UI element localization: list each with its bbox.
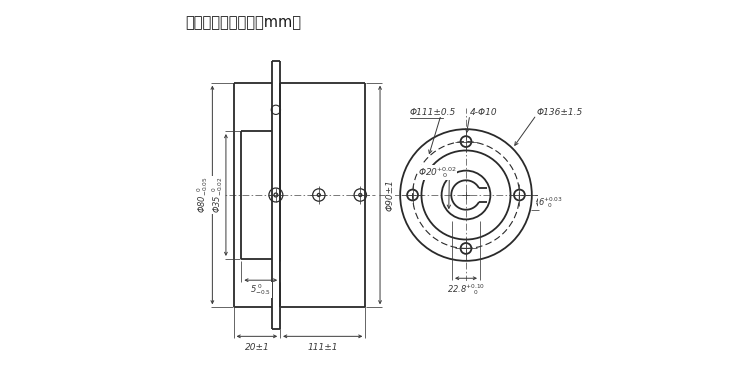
Text: Φ80$^{\ \ 0}_{-0.05}$: Φ80$^{\ \ 0}_{-0.05}$	[195, 177, 210, 213]
Text: 20±1: 20±1	[244, 344, 269, 353]
Text: 外形尺寸图（单位：mm）: 外形尺寸图（单位：mm）	[185, 15, 302, 30]
Text: 111±1: 111±1	[308, 344, 338, 353]
Text: Φ90±1: Φ90±1	[386, 179, 394, 211]
Text: Φ35$^{\ \ 0}_{-0.02}$: Φ35$^{\ \ 0}_{-0.02}$	[210, 177, 225, 213]
Text: Φ111±0.5: Φ111±0.5	[410, 108, 456, 117]
Text: 22.8$^{+0.10}_{\ \ \ \ 0}$: 22.8$^{+0.10}_{\ \ \ \ 0}$	[447, 282, 485, 296]
Text: 4-Φ10: 4-Φ10	[470, 108, 497, 117]
Text: 5$^{\ 0}_{-0.5}$: 5$^{\ 0}_{-0.5}$	[251, 282, 272, 297]
Text: 6$^{+0.03}_{\ \ 0}$: 6$^{+0.03}_{\ \ 0}$	[538, 195, 563, 210]
Text: Φ20$^{+0.02}_{\ \ \ 0}$: Φ20$^{+0.02}_{\ \ \ 0}$	[418, 165, 457, 180]
Text: Φ136±1.5: Φ136±1.5	[536, 108, 583, 117]
